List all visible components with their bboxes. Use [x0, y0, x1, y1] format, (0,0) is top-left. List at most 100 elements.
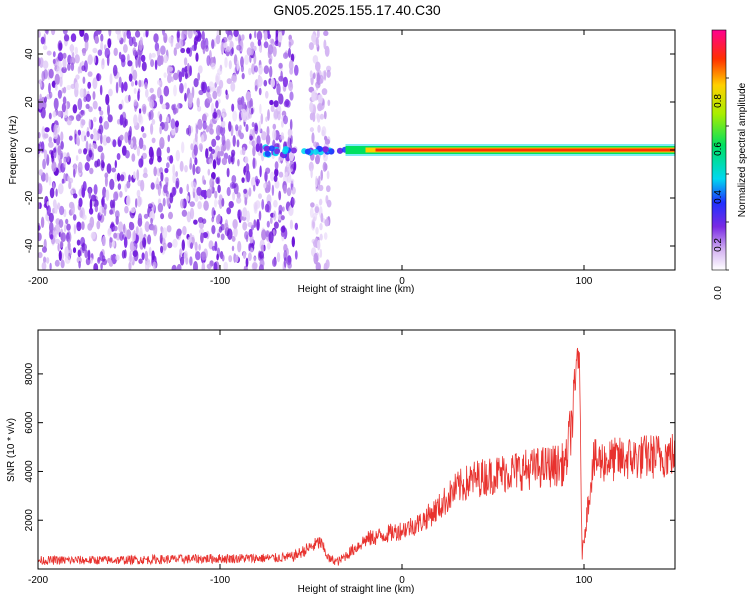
spectrogram-noise-cell — [103, 120, 110, 130]
spectrogram-noise-cell — [179, 82, 184, 94]
spectrogram-noise-cell — [232, 192, 236, 201]
spectrogram-noise-cell — [124, 227, 128, 240]
spectrogram-noise-cell — [60, 259, 65, 269]
spectrogram-noise-cell — [288, 205, 294, 217]
spectrogram-noise-cell — [290, 134, 293, 145]
spectrogram-noise-cell — [278, 171, 284, 178]
spectrogram-noise-cell — [135, 30, 141, 38]
spectrogram-noise-cell — [38, 132, 41, 139]
spectrogram-noise-cell — [93, 55, 97, 64]
spectrogram-noise-cell — [265, 167, 271, 174]
spectrogram-noise-cell — [48, 82, 51, 94]
spectrogram-noise-cell — [100, 33, 104, 42]
spectrogram-noise-cell — [318, 199, 322, 206]
spectrogram-noise-cell — [194, 35, 200, 41]
spectrogram-noise-cell — [315, 155, 320, 165]
spectrogram-noise-cell — [287, 128, 293, 138]
spectrogram-noise-cell — [98, 106, 102, 112]
spectrogram-noise-cell — [133, 99, 138, 107]
spectrogram-noise-cell — [129, 241, 134, 252]
spectrogram-noise-cell — [58, 183, 64, 195]
spectrogram-noise-cell — [291, 186, 296, 195]
spectrogram-noise-cell — [64, 246, 69, 258]
spectrogram-noise-cell — [215, 135, 221, 141]
spectrogram-noise-cell — [323, 69, 327, 81]
spectrogram-noise-cell — [82, 48, 86, 57]
spectrogram-noise-cell — [142, 144, 147, 151]
spectrogram-noise-cell — [38, 225, 41, 231]
spectrogram-noise-cell — [189, 256, 193, 266]
spectrogram-noise-cell — [107, 227, 112, 235]
spectrogram-noise-cell — [169, 155, 174, 164]
spectrogram-noise-cell — [202, 218, 207, 224]
spectrogram-noise-cell — [183, 57, 188, 66]
spectrogram-noise-cell — [49, 234, 54, 240]
spectrogram-noise-cell — [236, 139, 240, 148]
spectrogram-noise-cell — [46, 205, 51, 217]
snr-x-tick-label: -100 — [210, 575, 230, 586]
spectrogram-noise-cell — [220, 145, 225, 156]
spectrogram-noise-cell — [121, 250, 126, 259]
spectrogram-noise-cell — [241, 72, 245, 80]
spectrogram-noise-cell — [321, 129, 325, 137]
colorbar-gradient — [711, 29, 727, 271]
spectrogram-noise-cell — [222, 112, 225, 119]
spectrogram-noise-cell — [319, 248, 323, 258]
spectrogram-noise-cell — [62, 30, 68, 35]
spectrogram-noise-cell — [273, 175, 278, 183]
spectrogram-noise-cell — [153, 166, 157, 177]
spectrogram-noise-cell — [42, 158, 46, 170]
spectrogram-noise-cell — [164, 102, 170, 110]
spectrogram-noise-cell — [151, 52, 156, 58]
spectrogram-band-cell — [323, 146, 329, 153]
spectrogram-noise-cell — [119, 191, 123, 198]
spectrogram-noise-cell — [163, 32, 168, 44]
spectrogram-noise-cell — [266, 220, 270, 228]
spectrogram-noise-cell — [138, 137, 144, 150]
spectrogram-noise-cell — [259, 143, 263, 154]
spectrogram-noise-cell — [237, 159, 240, 167]
spectrogram-noise-cell — [156, 47, 161, 58]
spectrogram-band-peak — [375, 148, 675, 152]
spectrogram-noise-cell — [117, 183, 122, 191]
spectrogram-noise-cell — [162, 197, 166, 207]
spectrogram-noise-cell — [283, 184, 287, 194]
spectrogram-noise-cell — [160, 245, 164, 254]
spectrogram-noise-cell — [241, 146, 246, 156]
spectrogram-noise-cell — [112, 139, 117, 148]
spectrogram-noise-cell — [75, 133, 80, 146]
spectrogram-noise-cell — [249, 46, 254, 56]
spectrogram-noise-cell — [251, 121, 255, 128]
spectrogram-noise-cell — [231, 149, 236, 157]
spectrogram-noise-cell — [53, 123, 58, 136]
spectrogram-noise-cell — [226, 78, 232, 85]
spectrogram-noise-cell — [107, 257, 111, 264]
spectrogram-noise-cell — [327, 99, 331, 107]
spectrogram-noise-cell — [245, 91, 252, 102]
colorbar-tick-label: 0.4 — [713, 190, 724, 204]
spectrogram-noise-cell — [323, 30, 329, 36]
spectrogram-noise-cell — [315, 83, 319, 91]
spectrogram-noise-cell — [288, 59, 294, 71]
spectrogram-noise-cell — [242, 207, 248, 218]
spectrogram-noise-cell — [116, 172, 121, 182]
spectrogram-noise-cell — [49, 221, 54, 234]
spectrogram-noise-cell — [280, 226, 286, 233]
spectrogram-noise-cell — [90, 133, 94, 140]
spectrogram-noise-cell — [282, 206, 285, 212]
spectrogram-noise-cell — [74, 54, 80, 64]
spectrogram-noise-cell — [152, 261, 157, 270]
spectrogram-noise-cell — [278, 204, 283, 214]
spectrogram-noise-cell — [291, 197, 296, 206]
spectrogram-noise-cell — [287, 262, 292, 269]
spectrogram-noise-cell — [42, 45, 48, 51]
spectrogram-noise-cell — [248, 243, 251, 252]
spectrogram-noise-cell — [88, 118, 92, 129]
spectrogram-noise-cell — [89, 167, 94, 175]
spectrogram-noise-cell — [272, 123, 277, 130]
spectrogram-noise-cell — [261, 199, 265, 210]
spectrogram-noise-cell — [286, 187, 292, 197]
spectrogram-noise-cell — [140, 179, 145, 192]
spectrogram-noise-cell — [84, 249, 89, 259]
